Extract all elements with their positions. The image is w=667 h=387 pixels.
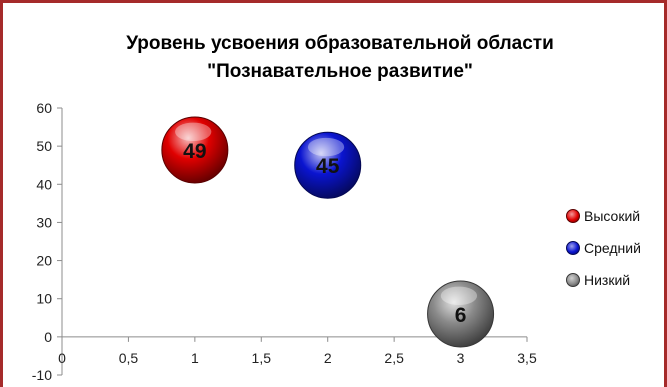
y-tick-label: 10 [36,291,52,307]
legend: Высокий Средний Низкий [566,200,641,296]
x-tick-label: 1 [191,350,199,366]
y-tick-label: 20 [36,253,52,269]
x-tick-label: 3,5 [517,350,537,366]
legend-label-high: Высокий [584,208,641,224]
chart-title-line1: Уровень усвоения образовательной области [126,33,554,54]
y-tick-label: 40 [36,176,52,192]
chart-title-line2: "Познавательное развитие" [207,61,473,82]
bubble-label-medium: 45 [316,155,340,178]
y-tick-label: 60 [36,100,52,116]
y-tick-label: 50 [36,138,52,154]
y-tick-label: 0 [44,329,52,345]
legend-item-medium: Средний [566,232,641,264]
y-tick-label: 30 [36,214,52,230]
bubble-medium [294,131,362,199]
x-tick-label: 0 [58,350,66,366]
bubble-label-low: 6 [455,304,467,327]
bubble-highlight-medium [307,137,345,157]
legend-swatch-low [566,273,580,287]
legend-label-low: Низкий [584,272,631,288]
bubble-low [427,280,495,348]
bubble-high [161,116,229,184]
legend-swatch-medium [566,241,580,255]
x-tick-label: 0,5 [119,350,139,366]
x-tick-label: 2 [324,350,332,366]
legend-item-low: Низкий [566,264,641,296]
x-tick-label: 1,5 [252,350,272,366]
x-tick-label: 3 [457,350,465,366]
y-tick-label: -10 [32,367,52,383]
legend-swatch-high [566,209,580,223]
bubble-highlight-high [175,122,212,142]
bubble-highlight-low [440,286,478,306]
legend-item-high: Высокий [566,200,641,232]
bubble-label-high: 49 [183,140,206,163]
chart-title: Уровень усвоения образовательной области… [60,30,620,86]
x-tick-label: 2,5 [384,350,404,366]
legend-label-medium: Средний [584,240,641,256]
